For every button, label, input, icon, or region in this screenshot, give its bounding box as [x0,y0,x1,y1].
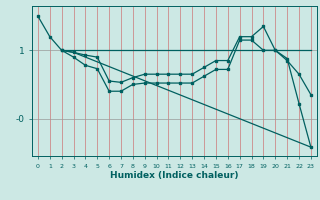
X-axis label: Humidex (Indice chaleur): Humidex (Indice chaleur) [110,171,239,180]
